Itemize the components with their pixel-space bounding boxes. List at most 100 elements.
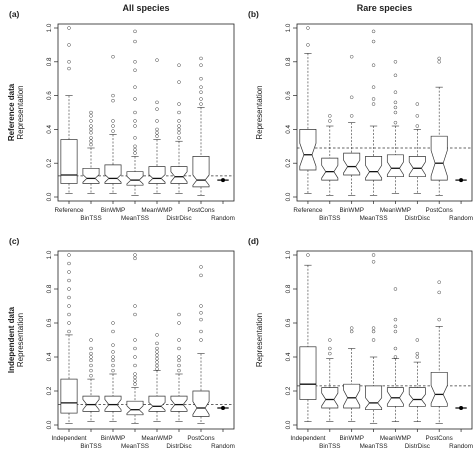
x-tick-label: Reference [54, 207, 84, 214]
y-tick-label: 0.4 [46, 352, 53, 361]
outlier-point [155, 356, 159, 361]
outlier-point [67, 66, 71, 71]
outlier-point [89, 355, 93, 359]
box [82, 395, 100, 412]
outlier-point [155, 107, 159, 111]
outlier-point [437, 280, 441, 284]
outlier-point [111, 129, 115, 133]
x-tick-label: MeanTSS [360, 443, 388, 450]
x-tick-label: MeanWMP [141, 435, 172, 442]
outlier-point [133, 363, 137, 368]
outlier-point [437, 60, 441, 64]
outlier-point [177, 346, 181, 351]
x-tick-label: Random [211, 215, 235, 222]
outlier-point [67, 312, 71, 317]
box [104, 164, 122, 184]
panel: (d) Representation 0.0 0.2 0.4 0.6 0.8 1.0 Indep… [248, 236, 473, 450]
panel-letter: (b) [248, 9, 259, 19]
outlier-point [155, 341, 159, 346]
y-tick-label: 0.8 [46, 284, 53, 293]
outlier-point [67, 321, 71, 325]
x-tick-label: MeanWMP [380, 207, 411, 214]
outlier-point [177, 338, 181, 342]
outlier-point [177, 363, 181, 368]
x-tick-label: BinTSS [319, 443, 340, 450]
panel: (b) Representation 0.0 0.2 0.4 0.6 0.8 1.0 Refer… [248, 9, 473, 222]
y-tick-label: 0.0 [46, 420, 53, 429]
x-tick-label: DistrDisc [405, 443, 430, 450]
outlier-point [199, 97, 203, 101]
plot-frame [57, 250, 235, 430]
outlier-point [133, 338, 137, 342]
y-tick-label: 1.0 [285, 250, 292, 259]
outlier-point [393, 90, 398, 94]
outlier-point [437, 56, 441, 61]
outlier-point [89, 136, 93, 140]
outlier-point [177, 321, 181, 325]
outlier-point [89, 351, 93, 356]
outlier-point [89, 114, 93, 118]
outlier-point [133, 256, 137, 261]
box [60, 139, 78, 184]
outlier-point [349, 326, 354, 330]
box [170, 166, 188, 184]
outlier-point [155, 333, 159, 337]
y-tick-label: 0.0 [285, 192, 292, 201]
box [126, 400, 144, 416]
outlier-point [67, 60, 71, 64]
panel-letter: (c) [9, 236, 20, 246]
y-tick-label: 0.4 [285, 125, 292, 134]
outlier-point [155, 58, 159, 62]
outlier-point [89, 338, 93, 342]
outlier-point [133, 85, 137, 89]
outlier-point [67, 253, 71, 257]
outlier-point [371, 260, 376, 264]
outlier-point [155, 353, 159, 358]
outlier-point [306, 26, 310, 30]
outlier-point [199, 273, 203, 278]
box [60, 378, 78, 414]
outlier-point [199, 304, 203, 308]
box [343, 383, 361, 409]
outlier-point [199, 329, 203, 334]
x-tick-label: MeanTSS [121, 443, 149, 450]
plot-frame [296, 250, 473, 430]
outlier-point [89, 363, 93, 368]
outlier-point [67, 295, 71, 300]
x-tick-label: Random [211, 443, 235, 450]
outlier-point [133, 144, 137, 149]
outlier-point [67, 329, 71, 334]
outlier-point [133, 312, 137, 317]
outlier-point [199, 85, 203, 89]
box [386, 387, 404, 407]
outlier-point [415, 338, 420, 342]
outlier-point [177, 119, 181, 123]
outlier-point [155, 346, 159, 351]
outlier-point [155, 119, 159, 123]
outlier-point [371, 39, 376, 44]
y-tick-label: 0.4 [285, 352, 292, 361]
outlier-point [393, 329, 398, 334]
outlier-point [89, 358, 93, 363]
box [299, 346, 317, 400]
x-tick-label: MeanWMP [141, 207, 172, 214]
outlier-point [155, 360, 159, 364]
outlier-point [393, 324, 398, 329]
outlier-point [111, 119, 115, 123]
row-title-reference-data: Reference data [7, 83, 16, 141]
outlier-point [67, 287, 71, 291]
x-tick-label: Random [449, 215, 473, 222]
outlier-point [177, 131, 181, 135]
outlier-point [371, 63, 376, 67]
outlier-point [155, 350, 159, 354]
outlier-point [415, 351, 420, 356]
outlier-point [111, 124, 115, 128]
y-tick-label: 1.0 [46, 23, 53, 32]
y-tick-label: 0.2 [46, 386, 53, 395]
box [321, 387, 339, 409]
box [82, 167, 100, 184]
outlier-point [177, 110, 181, 115]
y-axis-label: Representation [255, 85, 264, 139]
outlier-point [111, 329, 115, 334]
outlier-point [393, 346, 398, 351]
